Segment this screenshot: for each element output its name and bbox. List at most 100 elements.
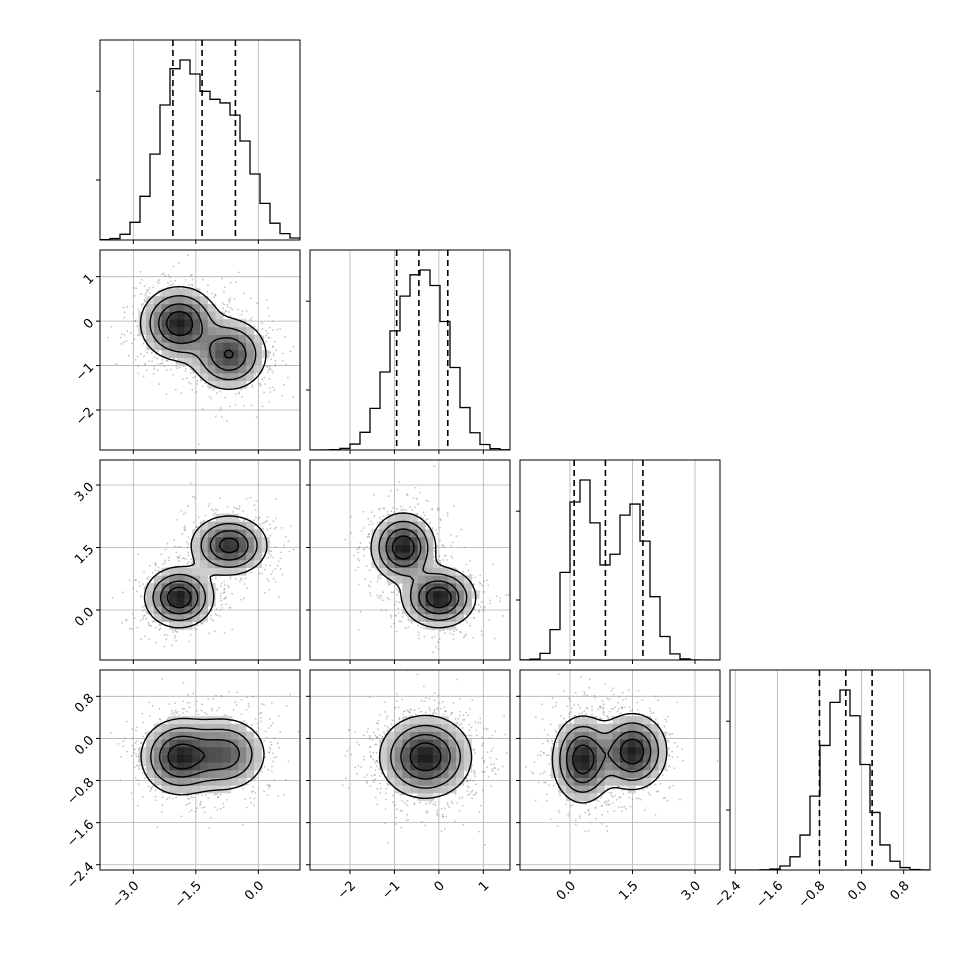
density-cell: [184, 762, 193, 771]
y-tick-label: 1: [81, 271, 97, 287]
sample-point: [442, 558, 445, 561]
sample-point: [419, 626, 422, 629]
density-cell: [394, 575, 403, 584]
density-cell: [433, 621, 442, 630]
histogram-step: [520, 479, 720, 660]
sample-point: [273, 389, 276, 392]
density-cell: [200, 590, 208, 599]
histogram-frame: −2.4 −1.6 −0.8 0.0 0.8: [711, 669, 931, 911]
density-cell: [425, 560, 434, 568]
sample-point: [210, 508, 213, 511]
density-cell: [176, 746, 185, 755]
sample-point: [253, 797, 256, 800]
density-cell: [169, 288, 178, 297]
sample-point: [263, 765, 266, 768]
sample-point: [442, 629, 444, 631]
sample-point: [265, 520, 267, 523]
sample-point: [185, 804, 187, 807]
sample-point: [143, 298, 146, 301]
density-cell: [200, 544, 208, 553]
density-cell: [463, 606, 472, 615]
sample-point: [180, 509, 183, 512]
sample-point: [238, 519, 241, 522]
sample-point: [220, 603, 223, 606]
density-cell: [215, 357, 224, 366]
density-cell: [246, 529, 255, 538]
sample-point: [144, 768, 147, 770]
sample-point: [186, 795, 189, 797]
density-cell: [169, 598, 178, 607]
sample-point: [150, 625, 152, 627]
density-cell: [215, 536, 224, 545]
density-cell: [402, 583, 411, 592]
sample-point: [237, 391, 240, 394]
density-cell: [161, 319, 170, 328]
sample-point: [272, 371, 275, 374]
sample-point: [156, 570, 159, 573]
sample-point: [183, 365, 185, 368]
density-cell: [153, 762, 162, 771]
density-cell: [456, 575, 465, 584]
sample-point: [175, 551, 178, 554]
density-cell: [223, 567, 232, 576]
density-cell: [200, 770, 208, 778]
sample-point: [169, 284, 172, 287]
sample-point: [362, 527, 365, 530]
sample-point: [227, 690, 230, 693]
sample-point: [186, 377, 188, 379]
density-cell: [169, 342, 178, 351]
sample-point: [478, 610, 480, 613]
sample-point: [254, 508, 257, 511]
sample-point: [156, 350, 159, 353]
sample-point: [229, 575, 232, 578]
sample-point: [188, 284, 191, 286]
sample-point: [495, 595, 498, 598]
density-cell: [176, 590, 185, 599]
sample-point: [406, 494, 409, 497]
sample-point: [267, 556, 270, 559]
sample-point: [182, 681, 185, 684]
sample-point: [134, 320, 137, 323]
sample-point: [256, 328, 259, 331]
sample-point: [398, 481, 401, 483]
sample-point: [190, 558, 193, 561]
sample-point: [120, 333, 123, 336]
density-cell: [394, 521, 403, 530]
sample-point: [395, 600, 398, 603]
density-cell: [184, 342, 193, 351]
sample-point: [144, 777, 146, 780]
density-cell: [161, 613, 170, 622]
density-cell: [192, 754, 201, 763]
sample-point: [366, 546, 368, 549]
density-cell: [200, 311, 208, 320]
density-cell: [223, 326, 232, 335]
sample-point: [148, 564, 151, 567]
sample-point: [136, 764, 138, 767]
sample-point: [147, 576, 150, 578]
sample-point: [213, 806, 216, 809]
sample-point: [392, 591, 395, 594]
sample-point: [133, 766, 136, 769]
sample-point: [253, 504, 256, 506]
sample-point: [247, 705, 250, 708]
density-cell: [153, 575, 162, 584]
sample-point: [217, 796, 220, 798]
density-cell: [223, 334, 232, 343]
sample-point: [154, 799, 157, 802]
panel-frame: [519, 459, 721, 661]
density-cell: [386, 544, 395, 553]
sample-point: [155, 626, 157, 629]
sample-point: [175, 711, 178, 714]
sample-point: [242, 597, 245, 600]
density-cell: [192, 357, 201, 366]
sample-point: [429, 521, 432, 524]
sample-point: [472, 636, 475, 639]
sample-point: [174, 279, 176, 282]
sample-point: [452, 633, 455, 636]
sample-point: [132, 587, 134, 590]
sample-point: [487, 584, 490, 587]
sample-point: [420, 516, 423, 518]
sample-point: [200, 709, 203, 712]
sample-point: [250, 790, 253, 793]
density-cell: [394, 529, 403, 538]
